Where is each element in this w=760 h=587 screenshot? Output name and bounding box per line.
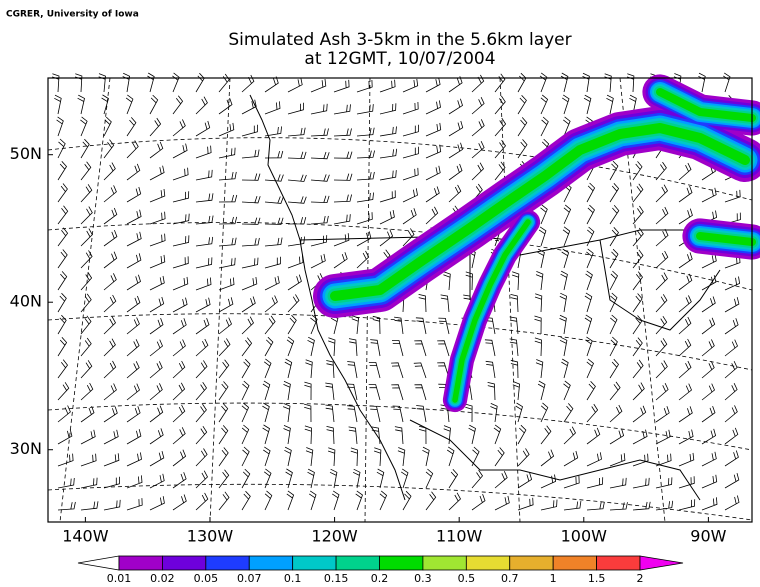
- plot-area: 140W 130W 120W 110W 100W 90W 30N 40N 50N: [10, 72, 760, 546]
- x-tick-label: 90W: [690, 527, 726, 546]
- colorbar-segment: [509, 555, 554, 571]
- colorbar-segment: [379, 555, 424, 571]
- colorbar-label: 0.07: [237, 572, 262, 585]
- y-tick-label: 50N: [10, 144, 42, 163]
- colorbar: 0.01 0.02 0.05 0.07 0.1 0.15 0.2 0.3 0.5 0.7 1 1.5 2: [77, 555, 684, 585]
- title-line: at 12GMT, 10/07/2004: [304, 49, 495, 69]
- colorbar-label: 0.2: [371, 572, 389, 585]
- plume-layer: [696, 232, 756, 246]
- x-tick-label: 100W: [561, 527, 608, 546]
- colorbar-label: 0.01: [107, 572, 132, 585]
- x-tick-label: 130W: [187, 527, 234, 546]
- colorbar-cap: [639, 555, 684, 571]
- title-line: Simulated Ash 3-5km in the 5.6km layer: [228, 30, 571, 50]
- colorbar-label: 2: [637, 572, 644, 585]
- x-tick-label: 140W: [62, 527, 109, 546]
- colorbar-label: 1: [550, 572, 557, 585]
- x-tick-label: 110W: [436, 527, 483, 546]
- colorbar-segment: [292, 555, 337, 571]
- colorbar-label: 1.5: [588, 572, 606, 585]
- colorbar-segment: [335, 555, 380, 571]
- plume-layer: [452, 219, 531, 403]
- x-tick-label: 120W: [311, 527, 358, 546]
- colorbar-segment: [596, 555, 641, 571]
- colorbar-segment: [118, 555, 163, 571]
- credit: CGRER, University of Iowa: [6, 10, 139, 20]
- colorbar-segment: [552, 555, 597, 571]
- plume-layer: [330, 123, 750, 301]
- y-tick-label: 30N: [10, 439, 42, 458]
- colorbar-segment: [422, 555, 467, 571]
- colorbar-label: 0.3: [414, 572, 432, 585]
- colorbar-segment: [465, 555, 511, 571]
- colorbar-cap: [77, 555, 120, 571]
- plume-layer: [656, 88, 756, 122]
- ash-plume: [313, 74, 760, 413]
- y-tick-label: 40N: [10, 292, 42, 311]
- colorbar-label: 0.7: [501, 572, 519, 585]
- plot-frame: [47, 77, 753, 523]
- colorbar-segment: [162, 555, 207, 571]
- colorbar-segment: [205, 555, 250, 571]
- colorbar-label: 0.05: [194, 572, 219, 585]
- colorbar-label: 0.5: [458, 572, 476, 585]
- colorbar-label: 0.02: [150, 572, 175, 585]
- colorbar-label: 0.15: [324, 572, 349, 585]
- colorbar-label: 0.1: [284, 572, 302, 585]
- colorbar-segment: [248, 555, 294, 571]
